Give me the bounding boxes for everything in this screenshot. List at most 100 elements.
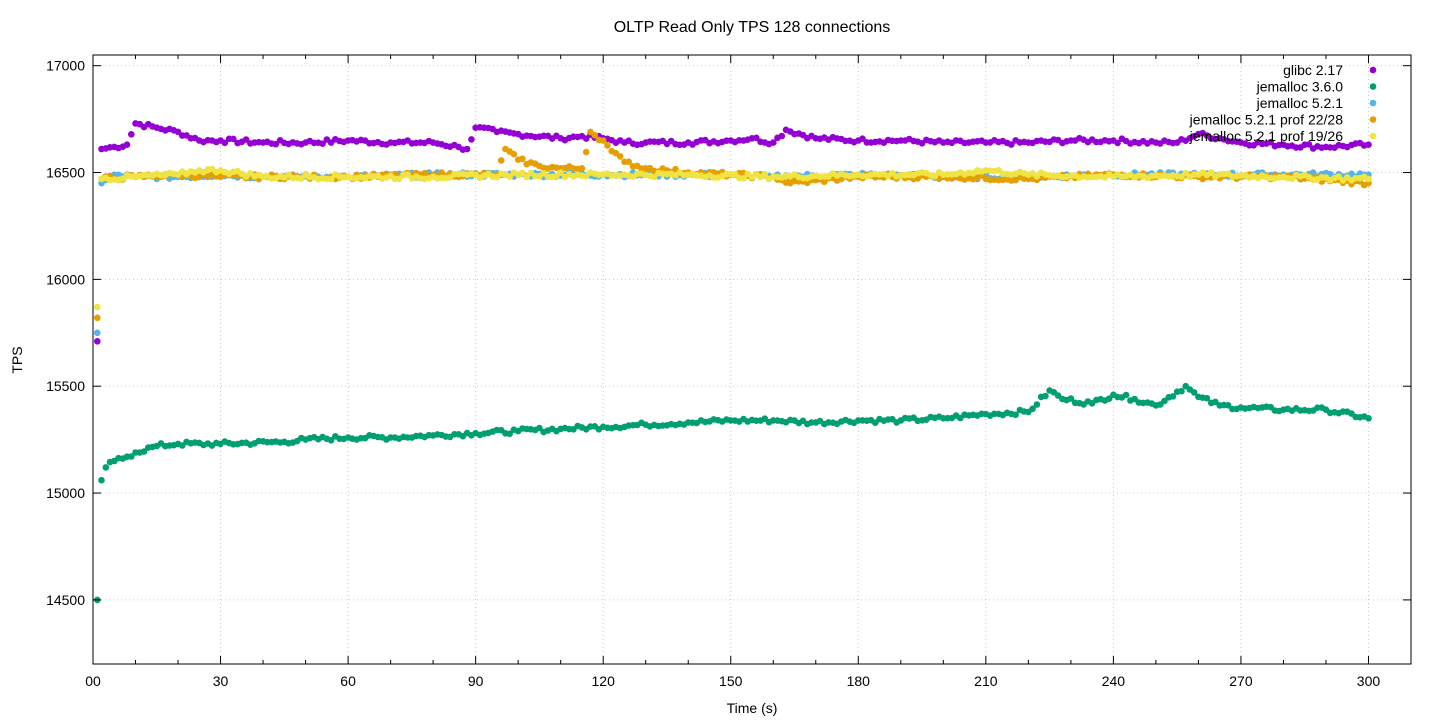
data-point [1161, 397, 1168, 405]
data-point [519, 155, 526, 163]
data-point [1105, 395, 1113, 403]
data-point [98, 476, 105, 484]
y-tick-label: 17000 [46, 58, 85, 74]
data-point [1203, 394, 1211, 402]
data-point [1169, 393, 1177, 400]
data-point [1190, 389, 1198, 396]
data-point [625, 158, 632, 165]
x-tick-label: 180 [847, 673, 871, 689]
data-point [616, 153, 624, 160]
y-axis-label: TPS [9, 346, 25, 373]
x-tick-label: 300 [1357, 673, 1381, 689]
data-point [94, 314, 101, 322]
legend-marker [1369, 132, 1377, 140]
data-point [599, 137, 607, 144]
data-point [931, 173, 939, 180]
data-point [174, 128, 182, 136]
data-point [123, 141, 131, 148]
data-point [1029, 405, 1036, 413]
tick-labels: 00 30 60 90 120 150 180 210 240 270 300 14500 15000 1… [46, 58, 1380, 689]
data-point [578, 165, 586, 172]
data-point [497, 157, 505, 164]
data-point [1008, 141, 1015, 148]
data-point [94, 338, 101, 345]
data-point [128, 131, 135, 138]
data-points [94, 120, 1372, 604]
data-point [272, 140, 280, 148]
chart-title: OLTP Read Only TPS 128 connections [614, 19, 891, 36]
data-point [770, 139, 777, 146]
y-tick-label: 15000 [46, 485, 85, 501]
data-point [395, 175, 403, 183]
data-point [523, 173, 530, 181]
data-point [506, 430, 513, 438]
data-point [319, 140, 326, 147]
data-point [1012, 411, 1019, 419]
x-tick-label: 150 [719, 673, 743, 689]
data-point [1122, 391, 1130, 399]
data-point [519, 169, 526, 177]
data-point [650, 173, 658, 181]
data-point [421, 169, 428, 177]
legend-label: jemalloc 3.6.0 [1256, 79, 1344, 95]
data-point [557, 169, 564, 176]
legend-label: glibc 2.17 [1283, 62, 1343, 78]
data-point [1305, 141, 1313, 148]
legend-label: jemalloc 5.2.1 prof 22/28 [1189, 112, 1344, 128]
data-point [1042, 392, 1049, 400]
data-point [327, 175, 335, 183]
series-2 [94, 382, 1372, 604]
data-point [404, 171, 411, 178]
x-tick-label: 30 [213, 673, 229, 689]
data-point [327, 437, 335, 444]
y-tick-label: 15500 [46, 378, 85, 394]
data-point [859, 135, 866, 142]
data-point [1067, 395, 1075, 402]
data-point [582, 135, 590, 142]
axis-ticks [92, 55, 1411, 664]
data-point [94, 329, 101, 337]
data-point [1365, 175, 1372, 183]
data-point [140, 448, 148, 455]
legend-marker [1369, 99, 1377, 107]
legend-label: jemalloc 5.2.1 prof 19/26 [1189, 128, 1344, 144]
data-point [740, 175, 747, 182]
x-tick-label: 210 [974, 673, 998, 689]
x-tick-label: 270 [1229, 673, 1253, 689]
data-point [506, 173, 513, 180]
x-tick-label: 00 [85, 673, 101, 689]
data-point [1309, 169, 1317, 176]
legend-label: jemalloc 5.2.1 [1256, 95, 1344, 111]
data-point [604, 142, 611, 149]
data-point [753, 134, 760, 142]
data-point [510, 150, 518, 158]
legend-marker [1369, 116, 1377, 123]
x-tick-label: 60 [340, 673, 356, 689]
legend-marker [1369, 83, 1377, 90]
data-point [1033, 401, 1041, 408]
data-point [536, 424, 543, 432]
x-tick-label: 240 [1102, 673, 1126, 689]
data-point [778, 132, 786, 140]
data-point [102, 464, 110, 471]
data-point [1267, 138, 1274, 146]
data-point [1365, 141, 1372, 148]
data-point [128, 453, 135, 460]
series-5 [94, 165, 1372, 311]
series-1 [94, 120, 1372, 345]
x-tick-label: 90 [468, 673, 484, 689]
data-point [230, 135, 237, 143]
series-4 [94, 128, 1372, 322]
legend-marker [1369, 66, 1377, 74]
data-point [94, 303, 101, 311]
data-point [761, 171, 769, 178]
x-axis-label: Time (s) [727, 700, 778, 716]
y-tick-label: 16500 [46, 165, 85, 181]
data-point [582, 148, 590, 156]
data-point [463, 145, 471, 153]
y-tick-label: 16000 [46, 271, 85, 287]
data-point [1207, 169, 1215, 176]
data-point [242, 136, 250, 143]
data-point [221, 139, 229, 147]
data-point [468, 136, 475, 143]
